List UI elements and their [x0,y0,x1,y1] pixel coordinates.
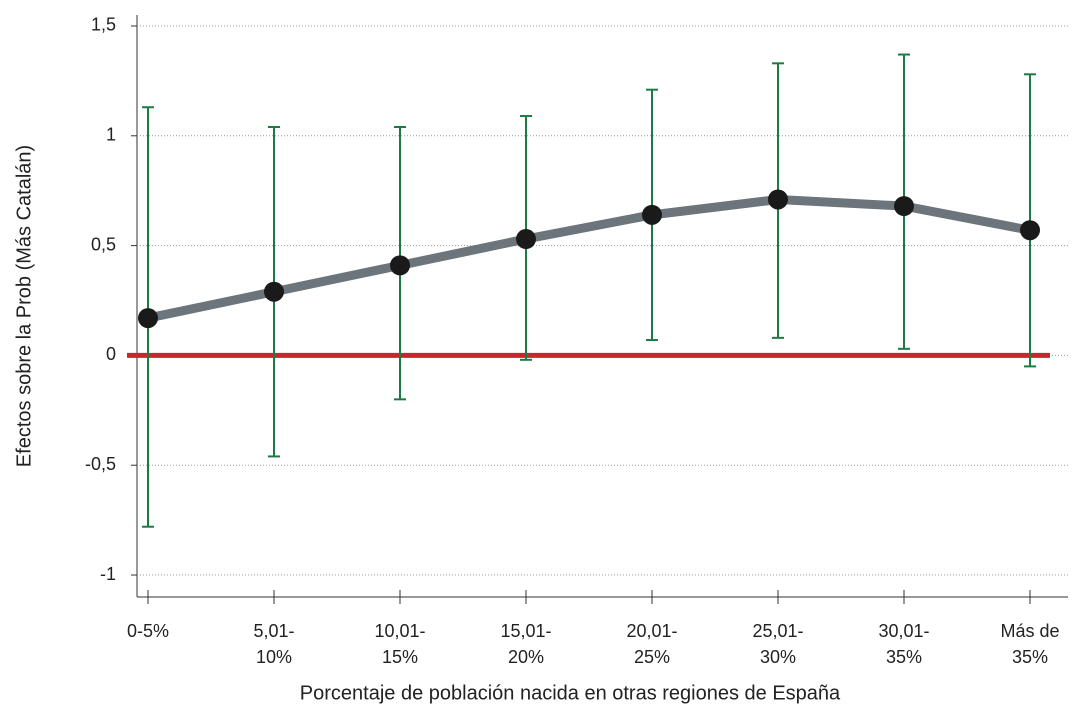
point [1020,220,1040,241]
x-tick-text: 25,01-30% [752,621,804,667]
point [894,196,914,217]
x-tick-label: 10,01-15% [365,618,435,670]
point [138,308,158,329]
point [768,189,788,210]
x-tick-label: 20,01-25% [617,618,687,670]
x-tick-text: 10,01-15% [374,621,426,667]
point [264,281,284,302]
line [147,194,1031,323]
y-tick-label: -0,5 [85,454,116,474]
y-tick-label: 0,5 [91,234,116,254]
x-tick-text: Más de 35% [1000,621,1060,667]
y-tick-label: 1,5 [91,15,116,35]
x-tick-text: 30,01-35% [878,621,930,667]
point [516,229,536,250]
x-tick-text: 15,01-20% [500,621,552,667]
x-tick-label: 30,01-35% [869,618,939,670]
x-tick-label: Más de 35% [995,618,1065,670]
y-axis-title: Efectos sobre la Prob (Más Catalán) [13,145,35,467]
x-axis-title: Porcentaje de población nacida en otras … [300,682,841,704]
x-tick-text: 0-5% [126,621,170,641]
x-tick-label: 0-5% [113,618,183,644]
x-tick-label: 15,01-20% [491,618,561,670]
y-tick-label: 0 [106,344,116,364]
y-tick-label: -1 [100,564,116,584]
point [390,255,410,276]
x-tick-text: 20,01-25% [626,621,678,667]
x-tick-label: 25,01-30% [743,618,813,670]
point [642,204,662,225]
y-tick-label: 1 [106,125,116,145]
x-tick-label: 5,01-10% [239,618,309,670]
x-tick-text: 5,01-10% [253,621,295,667]
